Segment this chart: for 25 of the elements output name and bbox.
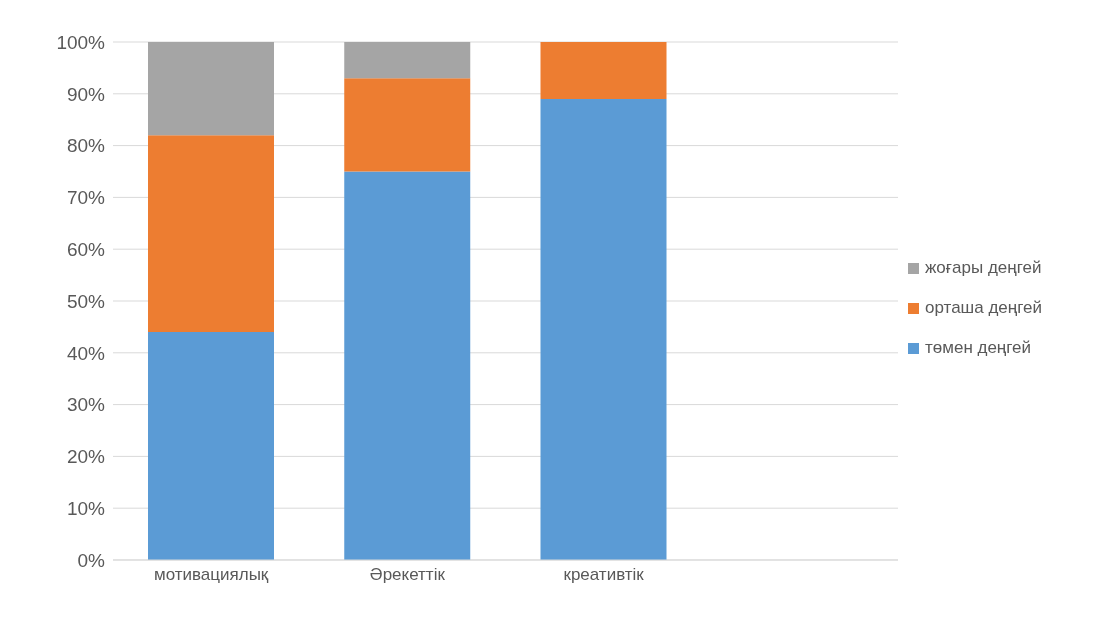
bar [148, 42, 274, 136]
bar [344, 42, 471, 79]
bar [344, 78, 471, 172]
legend-label: жоғары деңгей [925, 258, 1042, 278]
bar [148, 332, 274, 560]
bar [344, 171, 471, 560]
x-tick-label: Әрекеттік [369, 565, 446, 585]
x-tick-label: креативтік [563, 565, 645, 585]
legend-label: төмен деңгей [925, 338, 1032, 358]
bar [540, 98, 667, 560]
y-tick-label: 50% [66, 290, 106, 312]
legend-label: орташа деңгей [925, 298, 1042, 318]
x-tick-label: мотивациялық [153, 565, 269, 585]
y-tick-label: 100% [56, 31, 106, 53]
y-tick-label: 40% [66, 342, 106, 364]
y-tick-label: 90% [66, 83, 106, 105]
y-tick-label: 10% [66, 497, 106, 519]
y-tick-label: 20% [66, 446, 106, 468]
y-tick-label: 80% [66, 135, 106, 157]
bar [540, 42, 667, 99]
y-tick-label: 60% [66, 238, 106, 260]
y-tick-label: 0% [77, 549, 106, 571]
bar [148, 135, 274, 333]
y-tick-label: 30% [66, 394, 106, 416]
y-tick-label: 70% [66, 187, 106, 209]
